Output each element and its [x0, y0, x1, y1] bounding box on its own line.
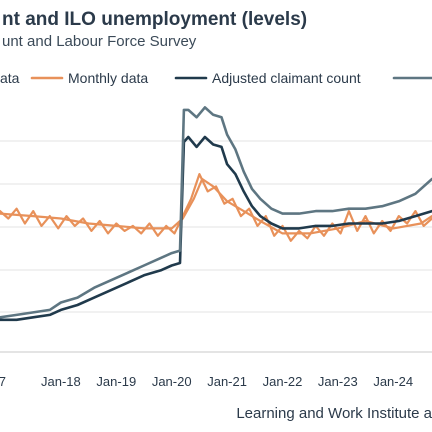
- x-axis-ticks: 17 Jan-18 Jan-19 Jan-20 Jan-21 Jan-22 Jan-23 Ja…: [0, 374, 413, 389]
- x-tick-label: Jan-18: [41, 374, 81, 389]
- legend: ata Monthly data Adjusted claimant count: [0, 70, 432, 86]
- source-note: Learning and Work Institute a: [236, 405, 432, 422]
- series-group: [0, 106, 432, 322]
- x-tick-label: 17: [0, 374, 6, 389]
- x-tick-label: Jan-23: [318, 374, 358, 389]
- chart-subtitle: unt and Labour Force Survey: [2, 33, 197, 50]
- x-tick-label: Jan-19: [96, 374, 136, 389]
- x-tick-label: Jan-20: [152, 374, 192, 389]
- series-line-monthly: [0, 173, 432, 242]
- legend-label-adjusted: Adjusted claimant count: [212, 70, 361, 86]
- series-line-grey: [0, 106, 432, 319]
- chart-title: nt and ILO unemployment (levels): [2, 9, 307, 30]
- x-tick-label: Jan-22: [263, 374, 303, 389]
- x-tick-label: Jan-24: [373, 374, 413, 389]
- legend-label-monthly: Monthly data: [68, 70, 148, 86]
- gridlines: [0, 140, 432, 313]
- series-line-adjusted: [0, 135, 432, 322]
- legend-label-partial-orange: ata: [0, 70, 20, 86]
- x-tick-label: Jan-21: [207, 374, 247, 389]
